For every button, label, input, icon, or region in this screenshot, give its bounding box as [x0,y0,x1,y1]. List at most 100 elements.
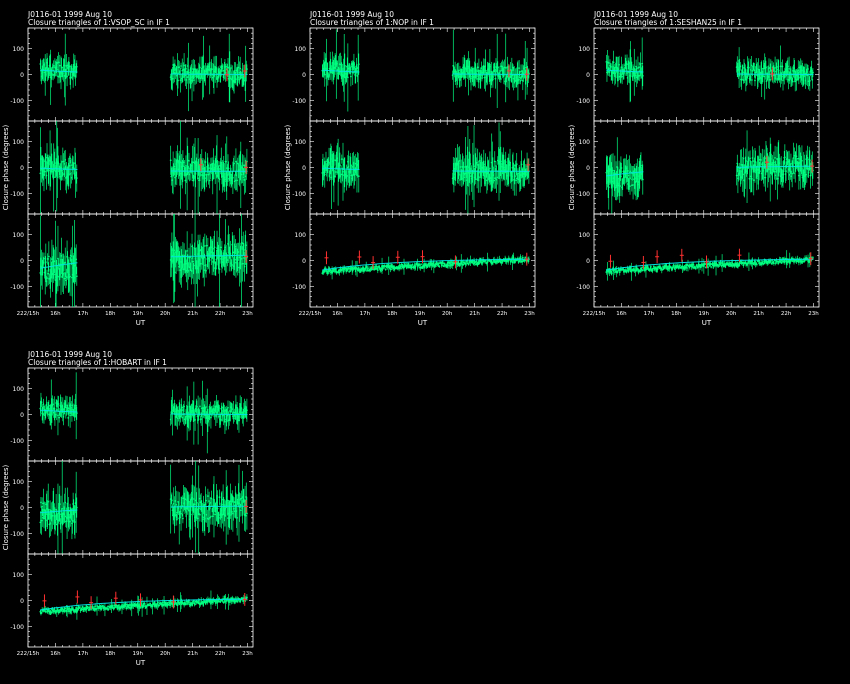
x-tick-label: 18h [105,311,116,317]
data-point [809,159,811,161]
data-point [788,68,790,70]
y-axis-label: Closure phase (degrees) [284,125,292,211]
data-point [463,176,465,178]
data-point [69,157,71,159]
panel-data [321,123,530,216]
data-point [44,171,46,173]
y-tick-label: 0 [20,165,24,172]
data-point [334,175,336,177]
data-point [612,170,614,172]
data-point [350,76,352,78]
data-point [208,167,210,169]
x-tick-label: 20h [160,311,171,317]
data-point [239,68,241,70]
data-point [515,179,517,181]
data-point [54,162,56,164]
y-tick-label: 100 [13,46,25,53]
y-tick-label: -100 [576,98,590,105]
data-point [59,65,61,67]
data-point [441,265,443,267]
y-tick-label: 0 [586,72,590,79]
data-point [415,266,417,268]
data-point [182,254,184,256]
data-point [807,157,809,159]
y-tick-label: 0 [302,72,306,79]
data-point [783,170,785,172]
data-point [197,177,199,179]
y-tick-label: 0 [302,165,306,172]
data-point [53,177,55,179]
x-tick-label: 222/15h [299,311,322,317]
y-tick-label: 100 [579,46,591,53]
data-point [354,173,356,175]
data-point [52,67,54,69]
x-axis-label: UT [418,319,428,327]
data-point [494,177,496,179]
data-point [794,81,796,83]
data-point [219,178,221,180]
data-point [739,262,741,264]
data-point [185,165,187,167]
data-point [230,67,232,69]
data-point [173,166,175,168]
y-tick-label: -100 [292,191,306,198]
data-point [492,79,494,81]
data-point [69,276,71,278]
data-point [205,270,207,272]
data-point [341,158,343,160]
data-point [516,163,518,165]
data-point [635,75,637,77]
data-point [360,269,362,271]
data-point [209,259,211,261]
data-point [53,260,55,262]
data-point [377,269,379,271]
data-point [187,172,189,174]
data-point [641,63,643,65]
data-point [686,267,688,269]
data-point [205,161,207,163]
data-point [505,67,507,69]
x-tick-label: 22h [497,311,508,317]
x-tick-label: 222/15h [17,311,40,317]
data-point [483,164,485,166]
data-point [465,263,467,265]
data-point [621,66,623,68]
y-tick-label: -100 [10,98,24,105]
data-point [748,159,750,161]
data-point [749,178,751,180]
data-point [792,157,794,159]
data-point [193,79,195,81]
data-point [76,275,78,277]
data-point [809,80,811,82]
y-tick-label: -100 [292,98,306,105]
x-tick-label: 23h [524,311,535,317]
data-point [774,157,776,159]
data-point [204,177,206,179]
data-point [458,160,460,162]
data-point [69,66,71,68]
data-point [180,79,182,81]
data-point [226,259,228,261]
data-point [693,264,695,266]
data-point [478,172,480,174]
data-point [811,69,813,71]
data-point [438,266,440,268]
data-point [756,177,758,179]
panel-data [39,34,247,111]
x-tick-label: 19h [133,311,144,317]
data-point [776,66,778,68]
y-tick-label: 100 [13,139,25,146]
data-point [237,251,239,253]
x-tick-label: 19h [415,311,426,317]
data-point [174,64,176,66]
y-tick-label: 100 [579,139,591,146]
data-point [480,77,482,79]
data-point [177,80,179,82]
data-point [212,248,214,250]
data-point [183,65,185,67]
y-tick-label: 100 [295,139,307,146]
data-point [43,258,45,260]
data-point [769,79,771,81]
y-tick-label: 0 [586,165,590,172]
y-tick-label: 0 [20,72,24,79]
